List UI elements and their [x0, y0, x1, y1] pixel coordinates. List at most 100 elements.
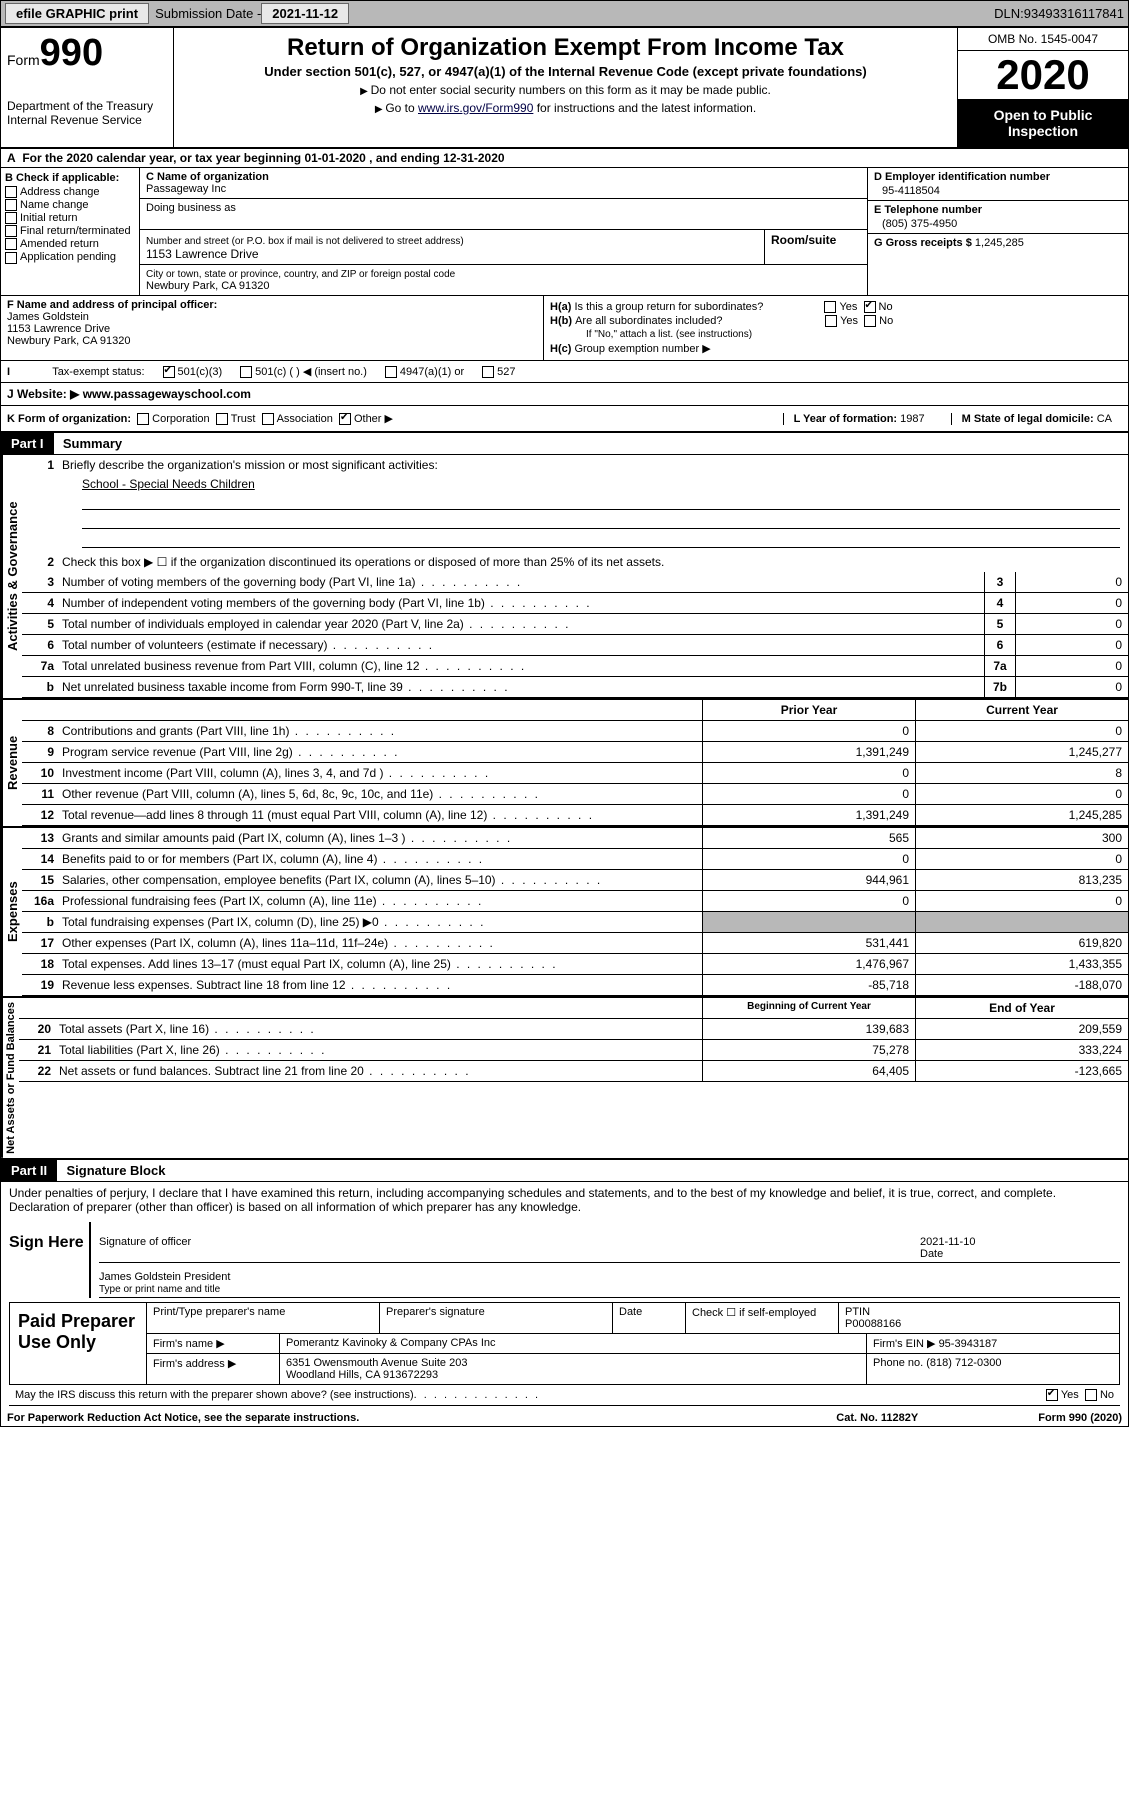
perjury-declaration: Under penalties of perjury, I declare th…	[9, 1186, 1120, 1214]
vlabel-expenses: Expenses	[1, 828, 22, 996]
prep-sig-label: Preparer's signature	[380, 1303, 613, 1333]
efile-print-button[interactable]: efile GRAPHIC print	[5, 3, 149, 24]
org-name: Passageway Inc	[146, 183, 226, 195]
vlabel-governance: Activities & Governance	[1, 455, 22, 698]
firm-addr2: Woodland Hills, CA 913672293	[286, 1369, 438, 1381]
firm-name: Pomerantz Kavinoky & Company CPAs Inc	[280, 1334, 867, 1353]
checkbox-501c3[interactable]	[163, 366, 175, 378]
hb-question: Are all subordinates included?	[575, 315, 825, 327]
website-note: Go to www.irs.gov/Form990 for instructio…	[180, 101, 951, 115]
vlabel-revenue: Revenue	[1, 700, 22, 826]
prep-name-label: Print/Type preparer's name	[147, 1303, 380, 1333]
checkbox-address-change[interactable]	[5, 186, 17, 198]
website-value: www.passagewayschool.com	[79, 387, 251, 401]
street-address: 1153 Lawrence Drive	[146, 247, 259, 261]
checkbox-initial-return[interactable]	[5, 212, 17, 224]
part1-header: Part I	[1, 433, 54, 454]
ein-value: 95-4118504	[874, 183, 1122, 197]
cat-no: Cat. No. 11282Y	[836, 1412, 918, 1424]
part2-title: Signature Block	[60, 1163, 165, 1178]
form-footer: Form 990 (2020)	[1038, 1412, 1122, 1424]
phone-value: (805) 375-4950	[874, 216, 1122, 230]
sign-here-label: Sign Here	[9, 1222, 89, 1298]
phone-label: E Telephone number	[874, 204, 982, 216]
checkbox-501c[interactable]	[240, 366, 252, 378]
hc-label: Group exemption number ▶	[574, 342, 710, 355]
checkbox-assoc[interactable]	[262, 413, 274, 425]
current-year-hdr: Current Year	[915, 700, 1128, 720]
end-year-hdr: End of Year	[915, 998, 1128, 1018]
firm-ein: 95-3943187	[939, 1338, 998, 1350]
vlabel-netassets: Net Assets or Fund Balances	[1, 998, 19, 1158]
form-number: Form990	[7, 32, 167, 75]
hb-yes[interactable]	[825, 315, 837, 327]
dept-treasury: Department of the Treasury	[7, 99, 167, 113]
checkbox-trust[interactable]	[216, 413, 228, 425]
officer-printed-name: James Goldstein President	[99, 1271, 230, 1283]
sig-officer-label: Signature of officer	[99, 1236, 920, 1260]
checkbox-name-change[interactable]	[5, 199, 17, 211]
form-title: Return of Organization Exempt From Incom…	[180, 34, 951, 62]
form-subtitle: Under section 501(c), 527, or 4947(a)(1)…	[180, 64, 951, 79]
prep-date-label: Date	[613, 1303, 686, 1333]
mission-text: School - Special Needs Children	[82, 477, 1120, 491]
officer-addr1: 1153 Lawrence Drive	[7, 323, 537, 335]
sig-date: 2021-11-10	[920, 1236, 975, 1248]
hb-no[interactable]	[864, 315, 876, 327]
form-org-label: K Form of organization:	[7, 413, 131, 425]
gross-receipts: 1,245,285	[975, 237, 1024, 249]
officer-label: F Name and address of principal officer:	[7, 299, 217, 311]
header-bar: efile GRAPHIC print Submission Date - 20…	[0, 0, 1129, 27]
paid-preparer-label: Paid Preparer Use Only	[10, 1303, 147, 1384]
ha-question: Is this a group return for subordinates?	[574, 301, 824, 313]
public-inspection: Open to PublicInspection	[958, 99, 1128, 147]
line2-discontinued: Check this box ▶ ☐ if the organization d…	[58, 552, 1128, 572]
city-label: City or town, state or province, country…	[146, 269, 455, 280]
officer-name: James Goldstein	[7, 311, 537, 323]
submission-date: 2021-11-12	[261, 3, 349, 24]
checkbox-app-pending[interactable]	[5, 252, 17, 264]
ha-yes[interactable]	[824, 301, 836, 313]
state-domicile: CA	[1097, 413, 1112, 425]
checkbox-other[interactable]	[339, 413, 351, 425]
dln-value: 93493316117841	[1024, 6, 1124, 21]
city-state-zip: Newbury Park, CA 91320	[146, 280, 270, 292]
discuss-yes[interactable]	[1046, 1389, 1058, 1401]
discuss-no[interactable]	[1085, 1389, 1097, 1401]
ha-no[interactable]	[864, 301, 876, 313]
ein-label: D Employer identification number	[874, 171, 1050, 183]
ssn-note: Do not enter social security numbers on …	[180, 83, 951, 97]
tax-status-label: Tax-exempt status:	[52, 366, 144, 378]
checkbox-527[interactable]	[482, 366, 494, 378]
mission-label: Briefly describe the organization's miss…	[62, 458, 438, 472]
hb-note: If "No," attach a list. (see instruction…	[550, 329, 1122, 340]
dba-label: Doing business as	[146, 202, 236, 214]
submission-label: Submission Date -	[155, 6, 261, 21]
box-b: B Check if applicable: Address change Na…	[1, 168, 140, 295]
gross-receipts-label: G Gross receipts $	[874, 237, 975, 249]
irs-link[interactable]: www.irs.gov/Form990	[418, 101, 533, 115]
officer-addr2: Newbury Park, CA 91320	[7, 335, 537, 347]
year-formation: 1987	[900, 413, 924, 425]
checkbox-corp[interactable]	[137, 413, 149, 425]
checkbox-final-return[interactable]	[5, 225, 17, 237]
prior-year-hdr: Prior Year	[702, 700, 915, 720]
prep-self-employed: Check ☐ if self-employed	[686, 1303, 839, 1333]
firm-addr1: 6351 Owensmouth Avenue Suite 203	[286, 1357, 467, 1369]
checkbox-4947[interactable]	[385, 366, 397, 378]
beg-year-hdr: Beginning of Current Year	[702, 998, 915, 1018]
discuss-question: May the IRS discuss this return with the…	[15, 1389, 414, 1401]
checkbox-amended[interactable]	[5, 238, 17, 250]
part2-header: Part II	[1, 1160, 57, 1181]
form-990-page: Form990 Department of the Treasury Inter…	[0, 27, 1129, 1427]
tax-year: 2020	[958, 51, 1128, 99]
website-label: J Website: ▶	[7, 387, 79, 401]
omb-number: OMB No. 1545-0047	[958, 28, 1128, 51]
line-a-tax-year: A For the 2020 calendar year, or tax yea…	[1, 149, 1128, 168]
addr-label: Number and street (or P.O. box if mail i…	[146, 236, 464, 247]
ptin-value: P00088166	[845, 1318, 901, 1330]
dept-irs: Internal Revenue Service	[7, 113, 167, 127]
room-suite-label: Room/suite	[765, 230, 867, 264]
firm-phone: (818) 712-0300	[926, 1357, 1001, 1369]
org-name-label: C Name of organization	[146, 171, 269, 183]
